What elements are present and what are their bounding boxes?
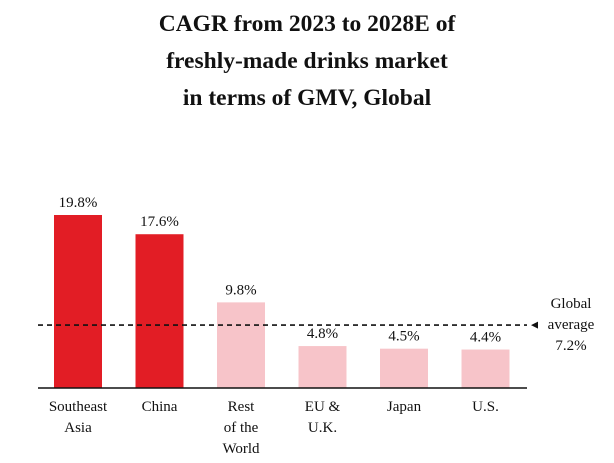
title-line-3: in terms of GMV, Global	[182, 85, 432, 111]
category-label: U.S.	[472, 399, 499, 415]
bar	[217, 302, 265, 388]
bar-value-label: 4.4%	[470, 330, 501, 346]
bar	[54, 215, 102, 388]
global-average-label: average	[548, 317, 595, 333]
bar-value-label: 4.5%	[388, 329, 419, 345]
global-average-arrow-icon	[531, 321, 538, 329]
category-label: China	[142, 399, 178, 415]
category-label: Southeast	[49, 399, 108, 415]
chart-title: CAGR from 2023 to 2028E of freshly-made …	[0, 6, 614, 117]
category-label: Asia	[64, 420, 92, 436]
category-label: World	[222, 441, 260, 457]
bar-value-label: 17.6%	[140, 214, 179, 230]
title-line-1: CAGR from 2023 to 2028E of	[158, 11, 456, 37]
global-average-label: 7.2%	[555, 338, 586, 354]
category-label: U.K.	[308, 420, 337, 436]
bar	[135, 234, 184, 388]
category-label: of the	[224, 420, 259, 436]
bar	[380, 348, 428, 388]
title-line-2: freshly-made drinks market	[166, 48, 448, 74]
category-label: EU &	[305, 399, 341, 415]
bar-value-label: 19.8%	[59, 195, 98, 211]
bar-value-label: 4.8%	[307, 326, 338, 342]
bar-value-label: 9.8%	[225, 282, 256, 298]
bar	[461, 349, 510, 388]
global-average-label: Global	[551, 296, 592, 312]
bar	[298, 346, 347, 388]
category-label: Rest	[228, 399, 256, 415]
category-label: Japan	[387, 399, 422, 415]
